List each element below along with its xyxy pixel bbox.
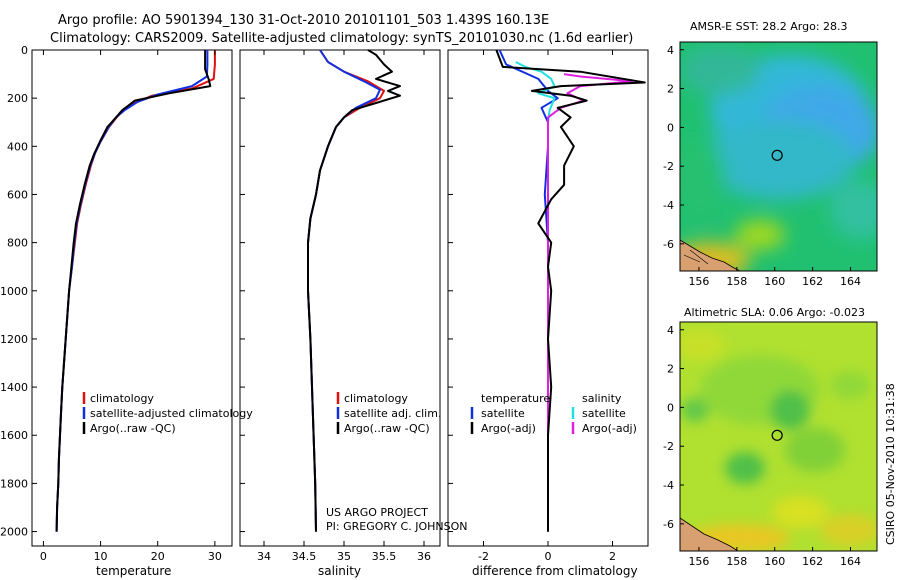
legend-argo-label: Argo(..raw -QC) (90, 422, 176, 435)
sla-map-ytick-label: 4 (667, 324, 674, 337)
sst-map-ytick-label: -4 (663, 199, 674, 212)
legend-diff-sal-sat-label: satellite (582, 407, 626, 420)
sla-map-ytick-label: -6 (663, 518, 674, 531)
legend-sal-argo-label: Argo(..raw -QC) (344, 422, 430, 435)
difference-legend: temperature satellite Argo(-adj) salinit… (470, 392, 637, 435)
sla-map-frame (679, 321, 878, 552)
legend-diff-temp-sat-label: satellite (481, 407, 525, 420)
legend-diff-temp-title: temperature (481, 392, 550, 405)
sst-map-xtick-label: 158 (726, 275, 747, 288)
legend-diff-sal-argo-label: Argo(-adj) (582, 422, 637, 435)
temperature-axes-frame (31, 49, 233, 547)
legend-climatology-label: climatology (90, 392, 154, 405)
sst-map-ytick-label: 0 (667, 121, 674, 134)
depth-ytick-label: 400 (7, 140, 28, 153)
sla-map-panel: Altimetric SLA: 0.06 Argo: -0.023 156 158… (663, 306, 878, 568)
temperature-profile-xtick-label: 10 (94, 550, 108, 563)
sst-map-xtick-label: 156 (688, 275, 709, 288)
sla-map-ytick-label: 0 (667, 401, 674, 414)
temperature-profile-xtick-label: 20 (151, 550, 165, 563)
difference-profile-series-temperature-argo (495, 49, 646, 532)
sst-map-title: AMSR-E SST: 28.2 Argo: 28.3 (690, 20, 848, 33)
sst-map-xtick-label: 162 (802, 275, 823, 288)
salinity-axes-frame (239, 49, 441, 547)
salinity-profile-xtick-label: 36 (417, 550, 431, 563)
temperature-profile-xtick-label: 30 (208, 550, 222, 563)
temperature-profile-series-argo (55, 50, 212, 532)
sst-map-frame (679, 41, 878, 272)
credit-pi: PI: GREGORY C. JOHNSON (326, 520, 467, 533)
depth-ytick-label: 2000 (0, 526, 28, 539)
header-line2: Climatology: CARS2009. Satellite-adjuste… (50, 31, 633, 46)
sst-map-xtick-label: 164 (840, 275, 861, 288)
sst-map-ytick-label: -6 (663, 238, 674, 251)
difference-profile-xtick-label: 0 (545, 550, 552, 563)
sla-map-ytick-label: 2 (667, 363, 674, 376)
legend-satellite-label: satellite-adjusted climatology (90, 407, 253, 420)
depth-ytick-label: 800 (7, 237, 28, 250)
depth-ytick-label: 1400 (0, 381, 28, 394)
sla-land (680, 517, 739, 551)
depth-ytick-label: 600 (7, 188, 28, 201)
sla-map-title: Altimetric SLA: 0.06 Argo: -0.023 (684, 306, 865, 319)
temperature-panel: 0 200 400 600 800 1000 1200 1400 1600 1800 2000 0 1… (0, 44, 253, 578)
difference-panel: -2 0 2 difference from climatology tempera… (447, 49, 649, 578)
depth-ytick-label: 1800 (0, 477, 28, 490)
sla-map-xtick-label: 160 (764, 555, 785, 568)
salinity-profile-xtick-label: 34 (257, 550, 271, 563)
depth-ytick-label: 1600 (0, 429, 28, 442)
sst-land (680, 239, 741, 271)
sla-map-xtick-label: 156 (688, 555, 709, 568)
temperature-profile-series-satellite (55, 50, 209, 532)
salinity-legend: climatology satellite adj. clim. Argo(..… (336, 392, 441, 435)
credit-project: US ARGO PROJECT (326, 506, 428, 519)
legend-sal-satellite-label: satellite adj. clim. (344, 407, 441, 420)
depth-ytick-label: 0 (21, 44, 28, 57)
temperature-legend: climatology satellite-adjusted climatolo… (82, 392, 253, 435)
temperature-xlabel: temperature (96, 564, 171, 578)
temperature-profile-xtick-label: 0 (40, 550, 47, 563)
sst-map-xtick-label: 160 (764, 275, 785, 288)
sla-map-xtick-label: 164 (840, 555, 861, 568)
sla-argo-marker (771, 429, 783, 441)
legend-diff-temp-argo-label: Argo(-adj) (481, 422, 536, 435)
sla-field (680, 322, 877, 551)
salinity-panel: 34 34.5 35 35.5 36 salinity climatology sate… (239, 49, 467, 578)
sla-map-xtick-label: 158 (726, 555, 747, 568)
header-line1: Argo profile: AO 5901394_130 31-Oct-2010… (58, 13, 549, 28)
difference-xlabel: difference from climatology (472, 564, 638, 578)
sla-map-xtick-label: 162 (802, 555, 823, 568)
sla-map-ytick-label: -4 (663, 479, 674, 492)
legend-diff-sal-title: salinity (582, 392, 622, 405)
salinity-profile-series-satellite (307, 49, 381, 532)
legend-sal-climatology-label: climatology (344, 392, 408, 405)
difference-profile-xtick-label: -2 (478, 550, 489, 563)
sst-map-ytick-label: 2 (667, 83, 674, 96)
depth-ytick-label: 1000 (0, 285, 28, 298)
sst-map-ytick-label: 4 (667, 44, 674, 57)
salinity-profile-xtick-label: 35 (337, 550, 351, 563)
difference-profile-series-salinity-argo (547, 73, 633, 532)
salinity-xlabel: salinity (318, 564, 361, 578)
sst-field (680, 42, 877, 271)
salinity-profile-xtick-label: 34.5 (292, 550, 317, 563)
depth-ytick-label: 1200 (0, 333, 28, 346)
temperature-profile-series-climatology (55, 50, 216, 532)
sst-argo-marker (771, 149, 783, 161)
difference-profile-xtick-label: 2 (609, 550, 616, 563)
salinity-profile-series-argo (307, 49, 401, 532)
sst-map-ytick-label: -2 (663, 160, 674, 173)
timestamp-stamp: CSIRO 05-Nov-2010 10:31:38 (884, 383, 897, 545)
salinity-profile-series-climatology (307, 49, 385, 532)
salinity-profile-xtick-label: 35.5 (372, 550, 397, 563)
sst-map-panel: AMSR-E SST: 28.2 Argo: 28.3 156 158 160 162… (663, 20, 878, 288)
sla-map-ytick-label: -2 (663, 440, 674, 453)
depth-ytick-label: 200 (7, 92, 28, 105)
